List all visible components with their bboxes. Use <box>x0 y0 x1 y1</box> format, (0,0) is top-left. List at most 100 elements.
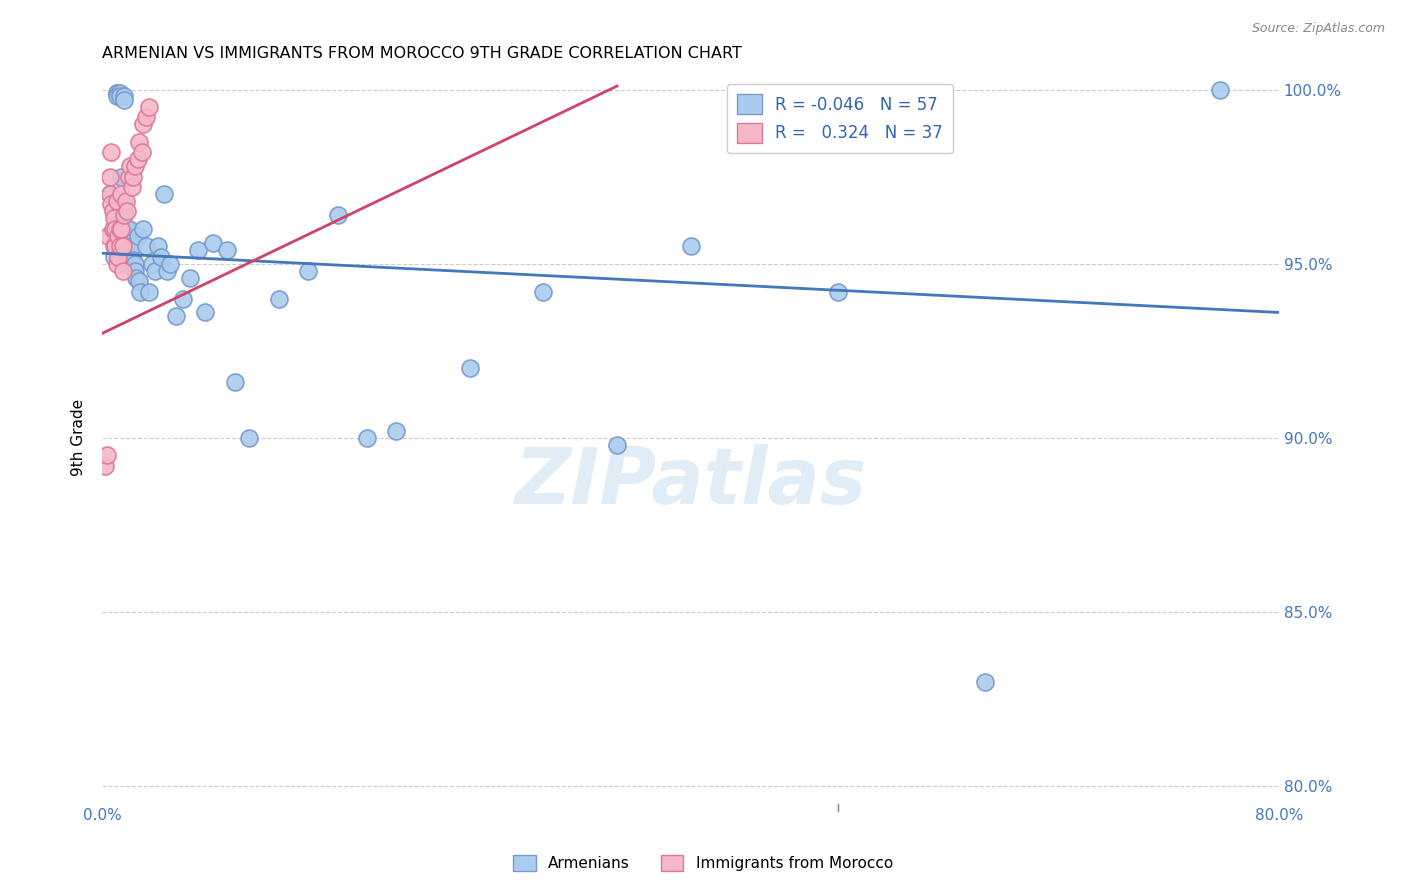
Legend: R = -0.046   N = 57, R =   0.324   N = 37: R = -0.046 N = 57, R = 0.324 N = 37 <box>727 84 953 153</box>
Point <box>107 250 129 264</box>
Point <box>110 169 132 184</box>
Point <box>146 239 169 253</box>
Point <box>118 169 141 184</box>
Point <box>98 169 121 184</box>
Point <box>827 285 849 299</box>
Point <box>132 117 155 131</box>
Point <box>1209 82 1232 96</box>
Point <box>121 239 143 253</box>
Point <box>356 431 378 445</box>
Point <box>128 135 150 149</box>
Text: Source: ZipAtlas.com: Source: ZipAtlas.com <box>1251 22 1385 36</box>
Point <box>201 235 224 250</box>
Point <box>104 222 127 236</box>
Point <box>135 239 157 253</box>
Point <box>97 228 120 243</box>
Point <box>105 194 128 208</box>
Y-axis label: 9th Grade: 9th Grade <box>72 400 86 476</box>
Point <box>135 111 157 125</box>
Point <box>101 222 124 236</box>
Point <box>98 187 121 202</box>
Point <box>120 235 142 250</box>
Point <box>679 239 702 253</box>
Point <box>114 246 136 260</box>
Point <box>105 86 128 100</box>
Point <box>112 204 135 219</box>
Point <box>111 239 134 253</box>
Point <box>458 361 481 376</box>
Point <box>187 243 209 257</box>
Point <box>127 228 149 243</box>
Point <box>606 438 628 452</box>
Point <box>118 222 141 236</box>
Point <box>111 263 134 277</box>
Point <box>103 211 125 226</box>
Point <box>111 194 134 208</box>
Legend: Armenians, Immigrants from Morocco: Armenians, Immigrants from Morocco <box>508 849 898 877</box>
Point <box>112 89 135 103</box>
Point <box>156 263 179 277</box>
Point <box>131 145 153 160</box>
Point <box>138 100 160 114</box>
Point <box>125 270 148 285</box>
Point <box>122 253 145 268</box>
Point <box>110 204 132 219</box>
Point <box>98 187 121 202</box>
Point <box>103 250 125 264</box>
Point <box>128 274 150 288</box>
Point <box>112 93 135 107</box>
Point <box>105 89 128 103</box>
Point <box>110 222 132 236</box>
Point <box>194 305 217 319</box>
Point <box>108 86 131 100</box>
Point <box>138 285 160 299</box>
Point <box>114 222 136 236</box>
Text: ZIPatlas: ZIPatlas <box>515 443 866 520</box>
Point <box>385 424 408 438</box>
Point <box>121 180 143 194</box>
Point <box>124 257 146 271</box>
Point <box>108 222 131 236</box>
Point <box>103 239 125 253</box>
Point <box>115 204 138 219</box>
Point <box>179 270 201 285</box>
Point <box>132 222 155 236</box>
Point <box>533 285 555 299</box>
Point <box>172 292 194 306</box>
Point <box>94 458 117 473</box>
Point <box>159 257 181 271</box>
Point <box>326 208 349 222</box>
Point <box>973 674 995 689</box>
Point <box>297 263 319 277</box>
Point <box>124 159 146 173</box>
Text: ARMENIAN VS IMMIGRANTS FROM MOROCCO 9TH GRADE CORRELATION CHART: ARMENIAN VS IMMIGRANTS FROM MOROCCO 9TH … <box>103 46 742 62</box>
Point <box>127 152 149 166</box>
Point <box>238 431 260 445</box>
Point <box>100 145 122 160</box>
Point <box>267 292 290 306</box>
Point <box>101 204 124 219</box>
Point <box>96 448 118 462</box>
Point <box>165 309 187 323</box>
Point <box>217 243 239 257</box>
Point <box>104 239 127 253</box>
Point <box>112 208 135 222</box>
Point <box>224 375 246 389</box>
Point <box>120 159 142 173</box>
Point <box>150 250 173 264</box>
Point <box>110 187 132 202</box>
Point <box>124 263 146 277</box>
Point <box>108 239 131 253</box>
Point <box>105 86 128 100</box>
Point <box>153 187 176 202</box>
Point <box>105 257 128 271</box>
Point <box>108 89 131 103</box>
Point <box>122 169 145 184</box>
Point <box>141 257 163 271</box>
Point <box>114 194 136 208</box>
Point <box>129 285 152 299</box>
Point <box>107 228 129 243</box>
Point <box>100 197 122 211</box>
Point <box>143 263 166 277</box>
Point <box>115 257 138 271</box>
